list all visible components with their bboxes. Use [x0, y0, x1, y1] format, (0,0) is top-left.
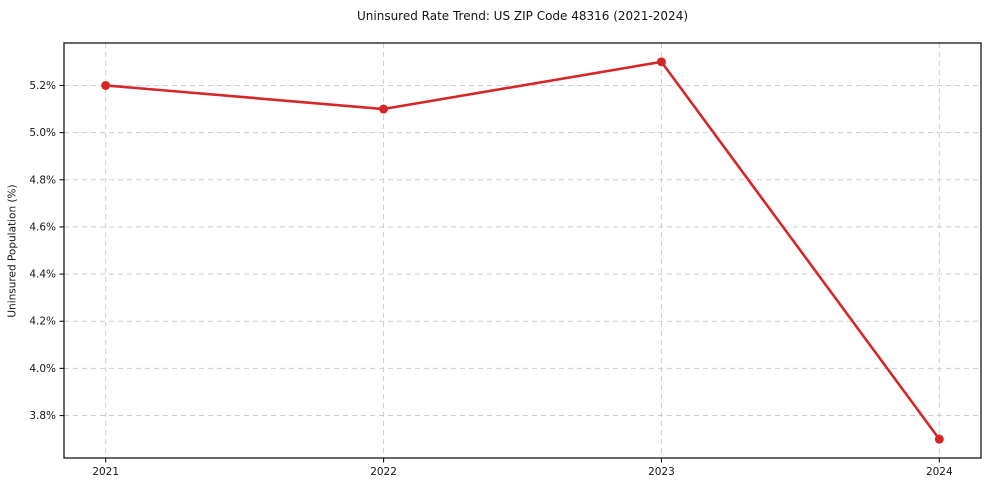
data-point-marker — [379, 104, 389, 114]
y-tick-label: 5.2% — [29, 80, 56, 92]
chart-title: Uninsured Rate Trend: US ZIP Code 48316 … — [356, 9, 689, 23]
data-point-marker — [656, 57, 666, 67]
y-tick-label: 4.6% — [29, 221, 56, 233]
y-tick-label: 4.8% — [29, 174, 56, 186]
x-tick-label: 2023 — [648, 466, 675, 478]
data-point-marker — [101, 80, 111, 90]
data-point-marker — [934, 434, 944, 444]
y-tick-label: 4.0% — [29, 363, 56, 375]
y-tick-label: 4.4% — [29, 269, 56, 281]
y-tick-label: 4.2% — [29, 316, 56, 328]
plot-border — [63, 42, 982, 459]
x-tick-label: 2024 — [926, 466, 953, 478]
y-tick-label: 5.0% — [29, 127, 56, 139]
trend-line — [104, 60, 941, 441]
x-tick-label: 2021 — [92, 466, 119, 478]
y-tick-label: 3.8% — [29, 410, 56, 422]
x-tick-label: 2022 — [370, 466, 397, 478]
